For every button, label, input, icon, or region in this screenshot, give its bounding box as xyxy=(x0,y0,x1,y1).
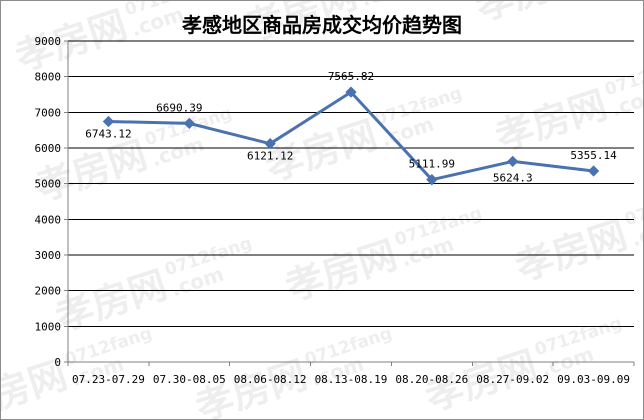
y-tick-label: 0 xyxy=(54,356,61,369)
y-tick-label: 9000 xyxy=(35,35,62,48)
data-point xyxy=(102,115,115,128)
y-tick-label: 4000 xyxy=(35,213,62,226)
x-tick-label: 09.03-09.09 xyxy=(557,373,630,386)
data-label: 6743.12 xyxy=(85,127,131,140)
data-label: 5111.99 xyxy=(409,158,455,171)
data-point xyxy=(426,174,438,186)
x-tick-label: 07.30-08.05 xyxy=(153,373,226,386)
data-point xyxy=(264,138,276,150)
data-label: 6121.12 xyxy=(247,150,293,163)
watermark-brand: 孝房网 xyxy=(280,232,402,309)
x-tick-label: 07.23-07.29 xyxy=(72,373,145,386)
label-layer: 6743.12 6690.39 6121.12 7565.82 5111.99 5624.… xyxy=(85,70,617,184)
y-tick-label: 2000 xyxy=(35,285,62,298)
y-tick-label: 3000 xyxy=(35,249,62,262)
data-label: 7565.82 xyxy=(328,70,374,83)
chart-title: 孝感地区商品房成交均价趋势图 xyxy=(181,13,462,37)
y-tick-label: 1000 xyxy=(35,320,62,333)
data-label: 5355.14 xyxy=(570,149,617,162)
watermark-brand: 孝房网 xyxy=(1,352,72,419)
y-tick-label: 7000 xyxy=(35,106,62,119)
x-tick-label: 08.13-08.19 xyxy=(315,373,388,386)
x-tick-label: 08.06-08.12 xyxy=(234,373,307,386)
watermark-brand: 孝房网 xyxy=(470,1,592,30)
series-layer xyxy=(102,86,600,186)
y-tick-label: 8000 xyxy=(35,71,62,84)
watermark-brand: 孝房网 xyxy=(510,212,632,289)
y-tick-label: 6000 xyxy=(35,142,62,155)
watermark-url: 0712fang xyxy=(622,183,643,230)
data-label: 5624.3 xyxy=(493,171,533,184)
x-tick-label: 08.20-08.26 xyxy=(395,373,468,386)
x-tick-label: 08.27-09.02 xyxy=(476,373,549,386)
data-point xyxy=(587,165,600,177)
data-label: 6690.39 xyxy=(156,101,202,114)
data-point xyxy=(507,155,519,168)
y-tick-label: 5000 xyxy=(35,178,62,191)
axis-layer: 0 1000 2000 3000 4000 5000 6000 7000 8000 9000 07.… xyxy=(35,35,635,386)
watermark-url-suffix: .com xyxy=(358,1,417,11)
grid-layer xyxy=(68,40,634,327)
